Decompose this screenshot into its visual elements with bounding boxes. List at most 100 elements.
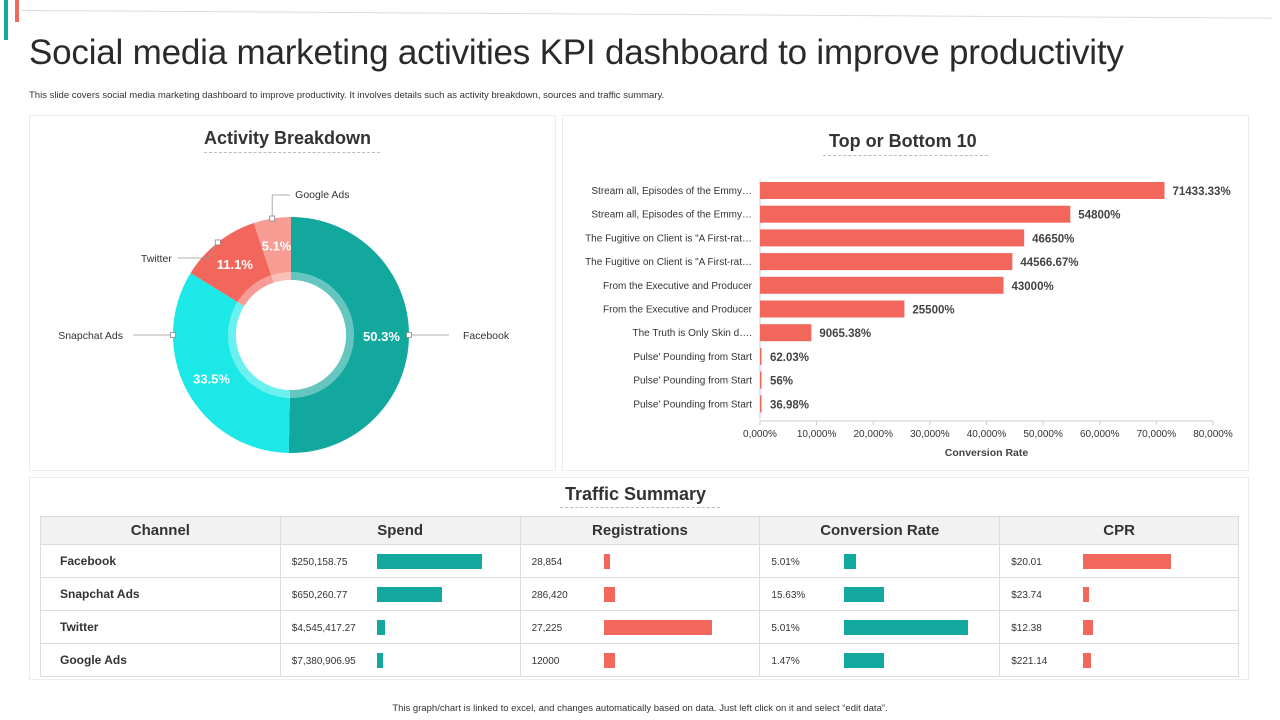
category-label: From the Executive and Producer [603, 305, 753, 316]
channel-cell: Facebook [40, 544, 281, 578]
channel-cell: Snapchat Ads [40, 577, 281, 611]
data-label: 9065.38% [819, 328, 871, 340]
footer-note: This graph/chart is linked to excel, and… [392, 703, 888, 714]
spend-bar [376, 620, 385, 635]
legend-label-google-ads: Google Ads [295, 189, 349, 201]
data-label: 43000% [1011, 281, 1053, 293]
spend-cell: $250,158.75 [279, 544, 521, 578]
category-label: The Fugitive on Client is "A First-rat… [585, 233, 752, 244]
cpr-value: $23.74 [1011, 590, 1042, 601]
header-spend: Spend [279, 516, 521, 545]
category-label: Stream all, Episodes of the Emmy… [591, 210, 752, 221]
spend-value: $650,260.77 [291, 590, 348, 601]
cpr-bar [1083, 653, 1092, 668]
conversion-value: 5.01% [771, 623, 800, 634]
leader-marker [214, 239, 221, 246]
bar[interactable] [760, 300, 905, 318]
cpr-cell: $221.14 [999, 643, 1239, 677]
donut-percent-label: 33.5% [193, 371, 230, 386]
conversion-cell: 5.01% [759, 610, 1001, 644]
bar[interactable] [760, 324, 812, 342]
accent-bar-red [15, 0, 19, 22]
donut-slice-google-ads[interactable] [253, 217, 291, 283]
x-axis-title: Conversion Rate [945, 447, 1029, 459]
conversion-value: 1.47% [771, 656, 800, 667]
donut-slice-facebook[interactable] [288, 217, 409, 453]
cpr-bar [1083, 587, 1090, 602]
spend-bar [376, 587, 442, 602]
leader-line [177, 242, 219, 259]
top-bottom-10-title: Top or Bottom 10 [829, 131, 977, 151]
activity-title-underline [204, 152, 380, 153]
data-label: 71433.33% [1172, 186, 1230, 198]
registrations-value: 28,854 [531, 557, 563, 568]
table-row: Google Ads $7,380,906.95 12000 1.47% $221.14 [40, 643, 1239, 677]
category-label: The Truth is Only Skin d…. [633, 328, 753, 339]
x-tick-label: 50,000% [1023, 429, 1063, 440]
category-label: Stream all, Episodes of the Emmy… [591, 186, 752, 197]
cpr-value: $221.14 [1011, 656, 1048, 667]
x-tick-label: 20,000% [854, 429, 894, 440]
cpr-bar [1083, 620, 1094, 635]
registrations-cell: 286,420 [519, 577, 761, 611]
table-row: Facebook $250,158.75 28,854 5.01% $20.01 [40, 544, 1239, 578]
spend-bar [376, 653, 383, 668]
activity-breakdown-title: Activity Breakdown [204, 128, 372, 148]
data-label: 54800% [1078, 210, 1120, 222]
spend-cell: $650,260.77 [279, 577, 521, 611]
bar[interactable] [760, 395, 762, 413]
header-registrations: Registrations [519, 516, 761, 545]
registrations-cell: 28,854 [519, 544, 761, 578]
legend-label-facebook: Facebook [463, 330, 510, 342]
conversion-value: 5.01% [771, 557, 800, 568]
header-channel: Channel [40, 516, 281, 545]
legend-label-snapchat-ads: Snapchat Ads [58, 330, 123, 342]
cpr-cell: $12.38 [999, 610, 1239, 644]
registrations-cell: 12000 [519, 643, 761, 677]
x-tick-label: 0,000% [743, 429, 777, 440]
top-divider [21, 10, 1272, 19]
activity-donut-chart[interactable]: 50.3% 33.5% 11.1% 5.1% Facebook Snapchat Ads T… [29, 115, 556, 471]
bar[interactable] [760, 371, 762, 389]
header-conversion-rate: Conversion Rate [759, 516, 1001, 545]
cpr-value: $20.01 [1011, 557, 1042, 568]
page-title: Social media marketing activities KPI da… [29, 33, 1124, 72]
bar[interactable] [760, 253, 1013, 271]
conversion-bar [844, 587, 885, 602]
conversion-value: 15.63% [771, 590, 806, 601]
donut-inner-ring [228, 272, 354, 398]
leader-marker [170, 332, 176, 338]
spend-value: $250,158.75 [291, 557, 348, 568]
data-label: 36.98% [770, 399, 809, 411]
top-bottom-10-bar-chart[interactable]: Stream all, Episodes of the Emmy… 71433.3… [562, 115, 1249, 471]
bar[interactable] [760, 205, 1071, 223]
donut-percent-label: 11.1% [217, 257, 254, 272]
registrations-bar [603, 554, 610, 569]
category-label: From the Executive and Producer [603, 281, 753, 292]
category-label: Pulse' Pounding from Start [633, 376, 752, 387]
leader-line [271, 194, 291, 219]
data-label: 62.03% [770, 352, 809, 364]
cpr-cell: $20.01 [999, 544, 1239, 578]
cpr-bar [1083, 554, 1172, 569]
table-row: Twitter $4,545,417.27 27,225 5.01% $12.38 [40, 610, 1239, 644]
donut-slice-twitter[interactable] [190, 223, 274, 307]
data-label: 56% [770, 376, 793, 388]
registrations-bar [603, 620, 712, 635]
spend-cell: $4,545,417.27 [279, 610, 521, 644]
conversion-bar [844, 554, 857, 569]
spend-bar [376, 554, 482, 569]
bar[interactable] [760, 182, 1165, 199]
traffic-title-underline [560, 507, 720, 508]
x-tick-label: 60,000% [1080, 429, 1120, 440]
bar[interactable] [760, 276, 1004, 294]
table-row: Snapchat Ads $650,260.77 286,420 15.63% $23.… [40, 577, 1239, 611]
data-label: 44566.67% [1020, 257, 1078, 269]
bar[interactable] [760, 347, 762, 365]
bar[interactable] [760, 229, 1025, 247]
category-label: Pulse' Pounding from Start [633, 352, 752, 363]
registrations-value: 12000 [531, 656, 560, 667]
registrations-bar [603, 653, 615, 668]
conversion-bar [844, 653, 885, 668]
donut-slice-snapchat-ads[interactable] [173, 273, 290, 453]
